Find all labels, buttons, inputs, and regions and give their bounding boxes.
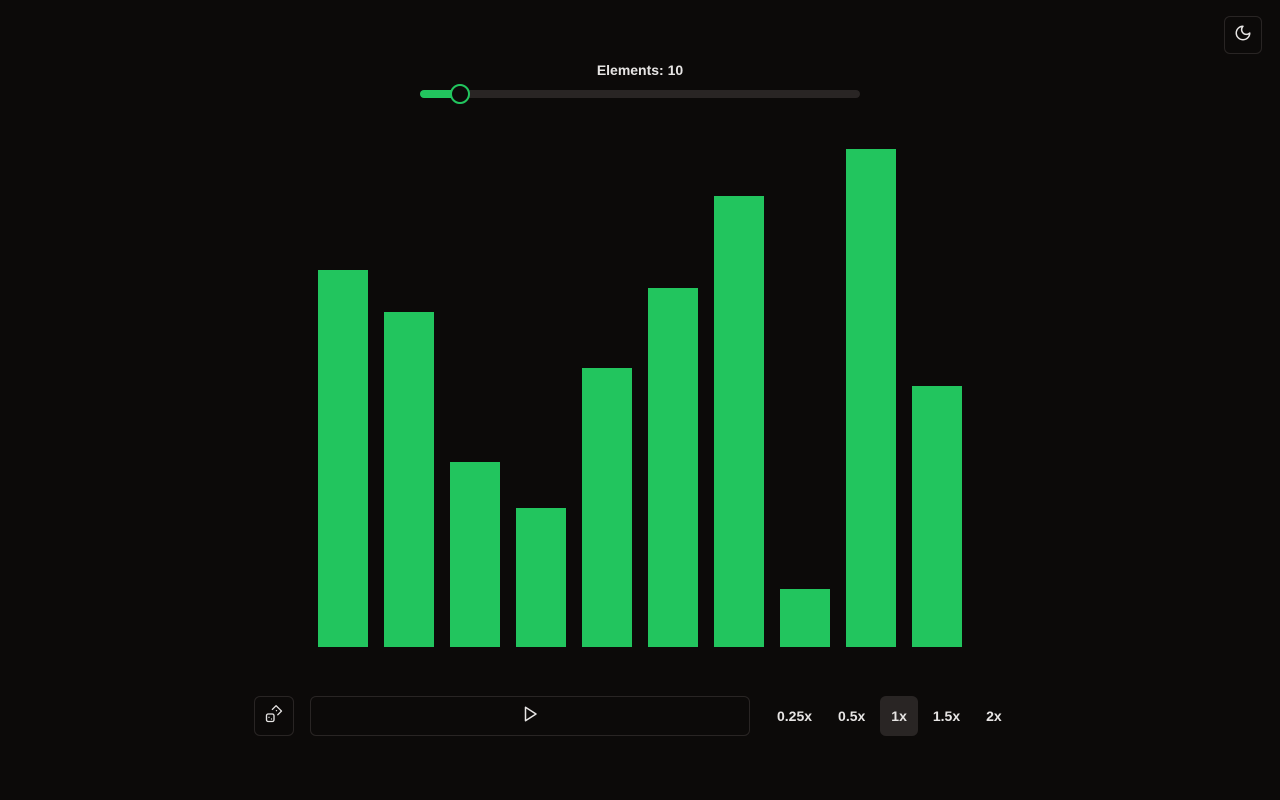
element-count-slider[interactable] [420,84,860,104]
slider-fill [420,90,460,98]
element-count-control: Elements: 10 [420,60,860,104]
speed-button[interactable]: 1.5x [932,708,961,724]
slider-thumb[interactable] [449,84,470,104]
bar-4 [516,508,566,647]
shuffle-dice-icon [264,704,284,729]
shuffle-button[interactable] [254,696,294,736]
moon-icon [1234,24,1252,47]
bar-10 [912,386,962,647]
play-button[interactable] [310,696,750,736]
speed-button[interactable]: 1x [880,696,918,736]
bar-5 [582,368,632,647]
bar-chart [318,120,962,647]
bar-6 [648,288,698,647]
speed-button[interactable]: 0.5x [838,708,866,724]
theme-toggle-button[interactable] [1224,16,1262,54]
speed-selector: 0.25x 0.5x 1x 1.5x 2x [766,696,1017,736]
bar-8 [780,589,830,647]
speed-button[interactable]: 2x [986,708,1002,724]
element-count-label: Elements: 10 [596,62,684,78]
bar-2 [384,312,434,647]
bar-9 [846,149,896,647]
bar-3 [450,462,500,647]
play-icon [521,705,539,728]
playback-controls: 0.25x 0.5x 1x 1.5x 2x [254,696,1026,736]
bar-7 [714,196,764,647]
bar-1 [318,270,368,647]
speed-button[interactable]: 0.25x [777,708,813,724]
